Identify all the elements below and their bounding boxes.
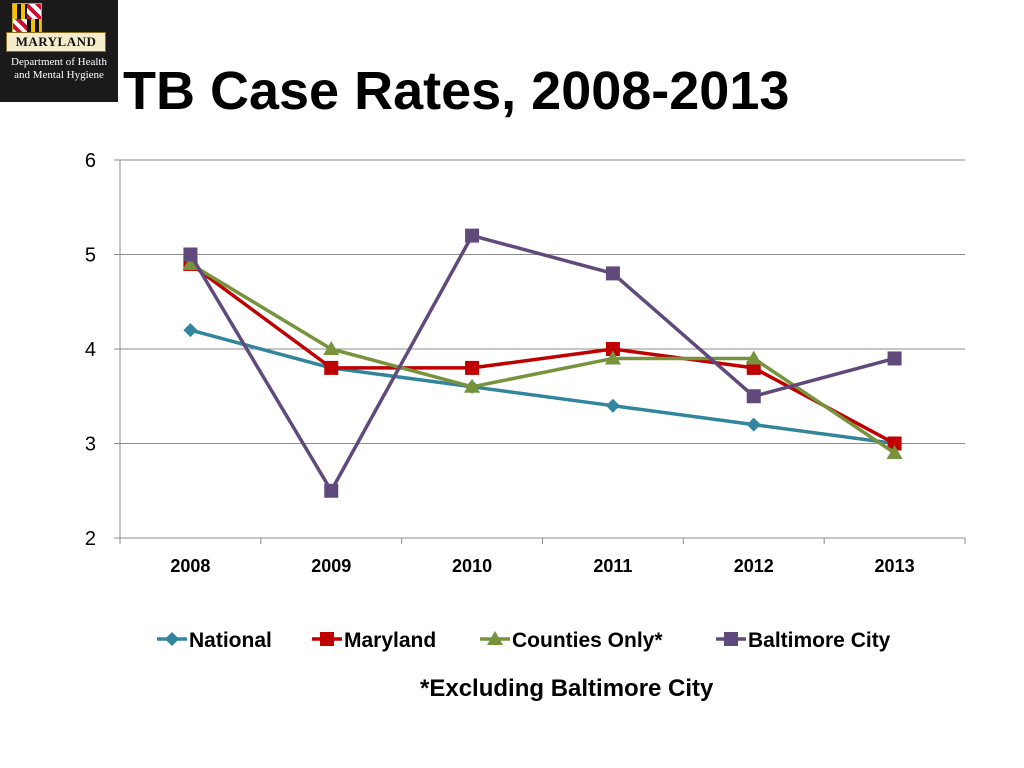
legend-marker-national — [165, 632, 179, 646]
y-tick-label-4: 4 — [85, 339, 96, 361]
logo-dept-line1: Department of Health — [11, 56, 107, 68]
x-tick-label-2013: 2013 — [875, 556, 915, 576]
x-tick-label-2012: 2012 — [734, 556, 774, 576]
y-tick-label-6: 6 — [85, 150, 96, 172]
series-line-maryland — [189, 262, 896, 446]
point-maryland-2011 — [605, 342, 620, 356]
legend-item-baltimore-city: Baltimore City — [716, 629, 891, 652]
point-baltimore-city-2010 — [465, 228, 480, 243]
y-tick-labels: 2 3 4 5 6 — [85, 150, 96, 550]
legend-label-maryland: Maryland — [344, 629, 436, 652]
point-counties-only-2009 — [323, 341, 340, 355]
x-tick-labels: 2008 2009 2010 2011 2012 2013 — [170, 556, 914, 576]
point-maryland-2010 — [465, 360, 480, 375]
maryland-flag-icon — [12, 3, 42, 35]
y-tick-label-5: 5 — [85, 245, 96, 267]
legend-item-counties-only: Counties Only* — [480, 629, 663, 652]
y-tick-label-2: 2 — [85, 528, 96, 550]
legend-label-counties-only: Counties Only* — [512, 629, 663, 652]
point-maryland-2009 — [324, 360, 339, 375]
legend-marker-baltimore-city — [724, 632, 738, 646]
axes — [114, 159, 966, 544]
legend-label-national: National — [189, 629, 272, 652]
point-national-2012 — [746, 417, 761, 432]
legend-item-maryland: Maryland — [312, 629, 436, 652]
point-counties-only-2011 — [604, 350, 621, 365]
point-baltimore-city-2011 — [605, 266, 620, 281]
legend-label-baltimore-city: Baltimore City — [748, 629, 891, 652]
legend-marker-counties-only — [487, 631, 503, 645]
series — [182, 228, 903, 498]
series-line-national — [189, 328, 895, 446]
y-tick-label-3: 3 — [85, 434, 96, 456]
series-baltimore-city — [183, 228, 902, 498]
point-counties-only-2010 — [464, 378, 481, 393]
x-tick-label-2010: 2010 — [452, 556, 492, 576]
mdh-logo: MARYLAND Department of Health and Mental… — [0, 0, 118, 102]
point-national-2008 — [183, 323, 198, 338]
logo-banner: MARYLAND — [6, 32, 106, 52]
page-title: TB Case Rates, 2008-2013 — [123, 61, 790, 121]
point-baltimore-city-2012 — [746, 389, 761, 404]
series-counties-only — [182, 255, 903, 459]
legend-item-national: National — [157, 629, 272, 652]
gridlines — [120, 159, 965, 444]
x-tick-label-2011: 2011 — [593, 556, 632, 576]
logo-dept-line2: and Mental Hygiene — [14, 69, 104, 81]
point-baltimore-city-2013 — [887, 351, 902, 366]
x-tick-label-2009: 2009 — [311, 556, 351, 576]
point-national-2011 — [605, 398, 620, 413]
point-counties-only-2013 — [886, 444, 903, 459]
point-counties-only-2008 — [182, 255, 199, 270]
point-baltimore-city-2008 — [183, 247, 198, 262]
legend-marker-maryland — [320, 632, 334, 646]
legend: National Maryland Counties Only* Baltimore … — [157, 629, 891, 652]
x-tick-label-2008: 2008 — [170, 556, 210, 576]
point-maryland-2013 — [887, 436, 902, 451]
logo-department-text: Department of Health and Mental Hygiene — [2, 56, 116, 82]
series-line-baltimore-city — [188, 233, 896, 493]
series-line-counties-only — [189, 262, 896, 455]
footnote: *Excluding Baltimore City — [420, 675, 714, 702]
point-counties-only-2012 — [745, 350, 762, 365]
point-baltimore-city-2009 — [324, 483, 339, 498]
